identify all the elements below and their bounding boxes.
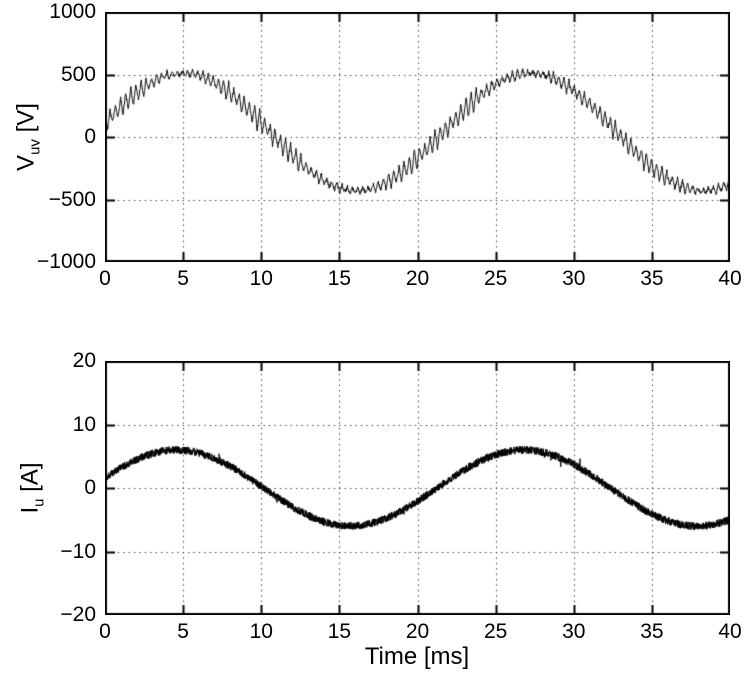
current-x-tick-label: 0 (99, 620, 111, 643)
voltage-x-tick-label: 10 (249, 267, 273, 290)
current-symbol: I (16, 506, 44, 514)
current-y-tick-label: 10 (72, 412, 96, 436)
voltage-x-tick-label: 30 (562, 267, 586, 290)
current-plot-canvas (105, 361, 730, 615)
voltage-x-tick-label: 25 (483, 267, 508, 290)
voltage-x-tick-label: 20 (405, 267, 430, 290)
voltage-y-tick-label: 0 (84, 125, 96, 148)
voltage-x-tick-label: 15 (327, 267, 352, 290)
current-x-tick-label: 25 (483, 620, 508, 643)
current-y-tick-label: 0 (84, 476, 96, 499)
current-x-tick-label: 30 (562, 620, 586, 643)
voltage-y-tick-label: −500 (48, 187, 96, 211)
voltage-plot-canvas (105, 12, 730, 262)
time-axis-label: Time [ms] (364, 643, 470, 670)
voltage-x-tick-label: 35 (640, 267, 664, 290)
current-x-tick-label: 15 (327, 620, 352, 643)
current-y-tick-label: 20 (72, 349, 96, 372)
voltage-symbol: V (12, 154, 40, 171)
current-x-tick-label: 5 (177, 620, 189, 643)
voltage-y-tick-label: 500 (60, 62, 96, 86)
voltage-y-tick-label: 1000 (49, 0, 96, 23)
current-x-tick-label: 35 (640, 620, 664, 643)
current-x-tick-label: 20 (405, 620, 430, 643)
voltage-x-tick-label: 40 (718, 267, 742, 290)
current-y-tick-label: −20 (60, 603, 96, 626)
current-x-tick-label: 40 (718, 620, 742, 643)
voltage-x-tick-label: 0 (99, 267, 111, 290)
current-x-tick-label: 10 (249, 620, 273, 643)
voltage-x-tick-label: 5 (177, 267, 189, 290)
voltage-y-tick-label: −1000 (37, 250, 96, 273)
current-y-tick-label: −10 (60, 539, 96, 563)
